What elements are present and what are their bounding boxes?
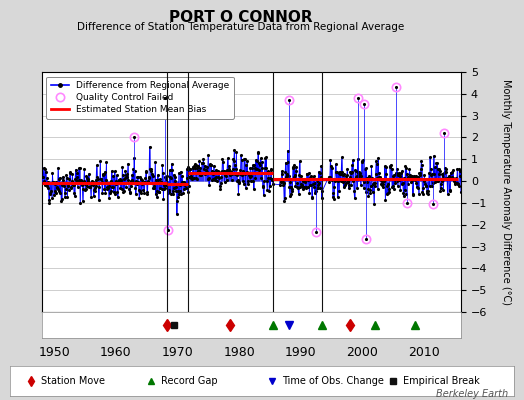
Text: Station Move: Station Move (41, 376, 105, 386)
Text: PORT O CONNOR: PORT O CONNOR (169, 10, 313, 25)
Legend: Difference from Regional Average, Quality Control Failed, Estimated Station Mean: Difference from Regional Average, Qualit… (47, 76, 234, 119)
Text: 2000: 2000 (346, 346, 378, 359)
Text: 1990: 1990 (285, 346, 316, 359)
Text: Record Gap: Record Gap (161, 376, 218, 386)
Text: Time of Obs. Change: Time of Obs. Change (282, 376, 384, 386)
Text: 2010: 2010 (408, 346, 440, 359)
Text: 1970: 1970 (162, 346, 193, 359)
Text: Berkeley Earth: Berkeley Earth (436, 389, 508, 399)
Text: 1960: 1960 (100, 346, 132, 359)
Text: Empirical Break: Empirical Break (403, 376, 479, 386)
Y-axis label: Monthly Temperature Anomaly Difference (°C): Monthly Temperature Anomaly Difference (… (501, 79, 511, 305)
Text: Difference of Station Temperature Data from Regional Average: Difference of Station Temperature Data f… (78, 22, 405, 32)
Text: 1950: 1950 (38, 346, 70, 359)
Text: 1980: 1980 (223, 346, 255, 359)
